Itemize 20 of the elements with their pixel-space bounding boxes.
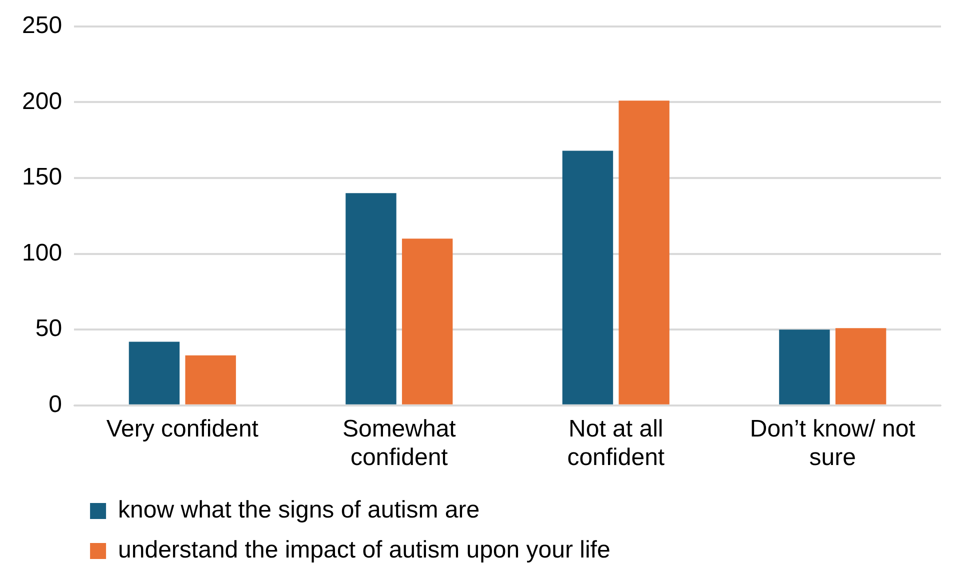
bar: [779, 330, 830, 404]
x-tick-label: Don’t know/ not sure: [750, 415, 916, 472]
legend-label: understand the impact of autism upon your life: [118, 536, 610, 564]
x-tick-label: Very confident: [106, 415, 259, 442]
bar: [185, 355, 236, 404]
bar: [346, 193, 396, 404]
bar: [402, 238, 453, 404]
y-tick-label: 250: [22, 12, 62, 40]
x-tick-label: Not at all confident: [567, 415, 665, 472]
y-tick-label: 50: [35, 315, 62, 342]
y-tick-label: 200: [22, 88, 62, 115]
bar: [835, 328, 886, 404]
y-tick-label: 150: [22, 164, 62, 191]
bar: [618, 100, 670, 404]
bar: [128, 342, 180, 404]
y-tick-label: 100: [22, 239, 62, 266]
legend-label: know what the signs of autism are: [118, 496, 480, 524]
bar: [562, 150, 614, 404]
y-tick-label: 0: [48, 391, 62, 418]
x-tick-label: Somewhat confident: [342, 415, 456, 472]
